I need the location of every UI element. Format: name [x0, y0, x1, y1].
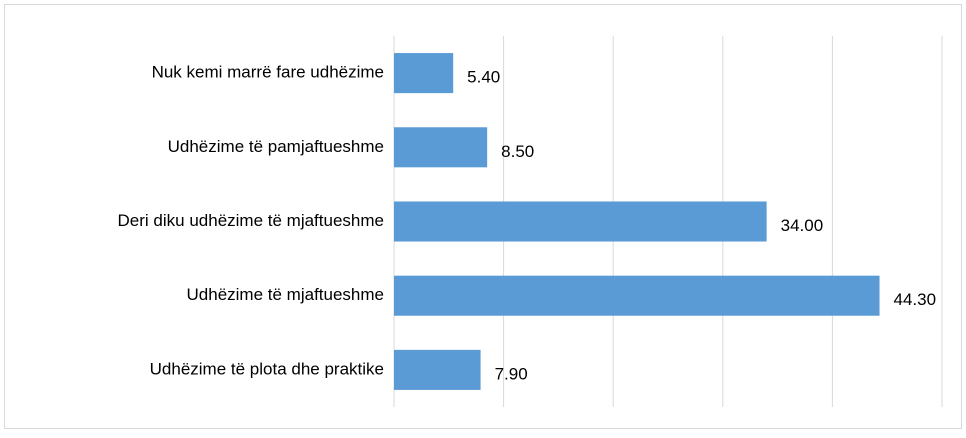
y-tick-label: Udhëzime të mjaftueshme	[187, 285, 384, 304]
data-label: 5.40	[467, 68, 500, 87]
bar	[394, 53, 454, 94]
y-tick-label: Nuk kemi marrë fare udhëzime	[152, 63, 384, 82]
data-label: 8.50	[501, 142, 534, 161]
bar	[394, 275, 880, 316]
y-tick-label: Deri diku udhëzime të mjaftueshme	[118, 211, 384, 230]
data-label: 34.00	[781, 216, 824, 235]
data-label: 44.30	[894, 290, 937, 309]
y-tick-label: Udhëzime të plota dhe praktike	[150, 359, 384, 378]
bar	[394, 201, 767, 242]
y-tick-label: Udhëzime të pamjaftueshme	[168, 137, 384, 156]
bar	[394, 349, 481, 390]
data-label: 7.90	[495, 364, 528, 383]
bar	[394, 127, 488, 168]
